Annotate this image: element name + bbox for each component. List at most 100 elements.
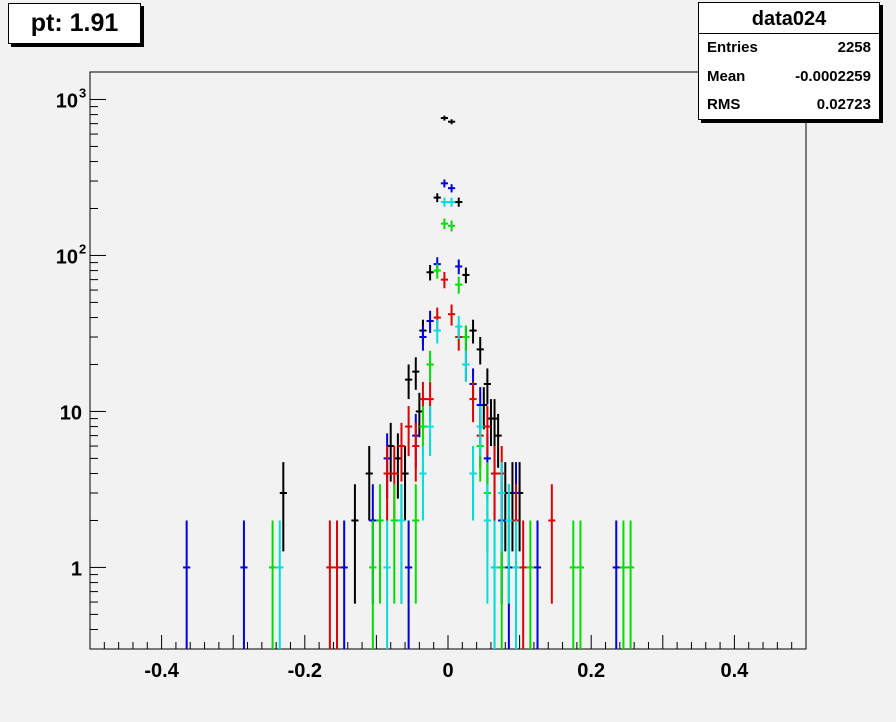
data-point [390, 484, 398, 604]
data-point [383, 520, 391, 649]
data-point [448, 220, 456, 232]
data-point [483, 368, 491, 405]
data-point [376, 484, 384, 604]
y-tick-label: 1 [71, 558, 82, 580]
data-point [627, 520, 635, 649]
plot-frame [89, 71, 807, 650]
data-point [426, 406, 434, 457]
y-tick-label: 10 [56, 246, 78, 268]
data-point [433, 193, 441, 203]
data-point [397, 422, 406, 482]
data-point [448, 184, 456, 193]
data-point [419, 325, 427, 351]
data-point [469, 381, 477, 423]
data-point [276, 520, 284, 649]
data-point [240, 520, 248, 649]
data-point [405, 520, 413, 649]
plot-title: pt: 1.91 [30, 9, 119, 37]
data-point [490, 446, 499, 521]
data-point [433, 263, 441, 279]
data-point [419, 446, 427, 521]
data-point [365, 446, 373, 521]
y-tick-label: 10 [60, 402, 82, 424]
data-point [455, 276, 463, 294]
data-point [405, 364, 413, 400]
stats-histogram-name: data024 [751, 8, 827, 30]
data-point [619, 520, 627, 649]
data-point [387, 422, 395, 482]
data-point [483, 406, 491, 457]
data-point [440, 197, 448, 207]
data-point [519, 520, 527, 649]
stats-divider [699, 33, 879, 34]
data-point [412, 357, 420, 390]
data-point [415, 392, 423, 438]
data-point [279, 462, 287, 552]
y-tick-exponent: 3 [79, 85, 86, 100]
data-point [548, 484, 556, 604]
data-point [440, 271, 448, 289]
stats-value: 2258 [837, 39, 871, 56]
data-point [455, 197, 463, 207]
data-point [426, 350, 434, 382]
data-point [455, 259, 463, 275]
x-tick-label: 0.4 [720, 660, 749, 682]
data-point [326, 520, 334, 649]
data-point [269, 520, 277, 649]
y-tick-exponent: 2 [79, 241, 86, 256]
data-point [426, 310, 434, 333]
data-point [440, 115, 448, 121]
y-tick-label: 10 [56, 90, 78, 112]
data-point [455, 315, 463, 340]
data-point [505, 484, 513, 604]
stats-box: data024 Entries 2258 Mean -0.0002259 RMS… [698, 2, 880, 120]
data-point [440, 218, 448, 230]
data-point [383, 446, 391, 521]
data-point [462, 350, 470, 382]
data-point [333, 520, 341, 649]
data-point [469, 319, 477, 344]
data-point [394, 433, 402, 499]
data-point [448, 197, 456, 207]
data-point [448, 119, 456, 125]
data-point [490, 399, 499, 447]
stats-value: 0.02723 [816, 96, 871, 113]
x-tick-label: -0.2 [288, 660, 322, 682]
data-point [397, 484, 406, 604]
data-point [612, 520, 620, 649]
data-point [494, 413, 502, 468]
data-point [498, 462, 506, 552]
data-point [351, 484, 359, 604]
data-point [412, 422, 420, 482]
data-point [576, 520, 585, 649]
data-point [426, 265, 434, 281]
data-point [512, 520, 520, 649]
data-point [526, 520, 534, 649]
title-box: pt: 1.91 [8, 3, 141, 44]
data-point [433, 319, 441, 344]
data-point [476, 406, 484, 457]
data-point [569, 520, 577, 649]
x-tick-label: 0.2 [577, 660, 605, 682]
data-point [490, 520, 499, 649]
data-point [369, 520, 377, 649]
data-point [533, 520, 542, 649]
data-point [440, 179, 448, 188]
data-point [462, 325, 470, 351]
data-point [462, 267, 470, 284]
data-point [340, 520, 348, 649]
stats-label: Entries [707, 39, 758, 56]
data-point [401, 446, 409, 521]
stats-label: Mean [707, 68, 746, 85]
x-tick-label: -0.4 [144, 660, 179, 682]
data-point [469, 446, 477, 521]
data-point [476, 337, 484, 365]
data-points [183, 115, 635, 649]
stats-value: -0.0002259 [795, 68, 871, 85]
data-point [448, 304, 456, 326]
data-point [183, 520, 191, 649]
x-tick-label: 0 [442, 660, 453, 682]
stats-label: RMS [707, 96, 741, 113]
